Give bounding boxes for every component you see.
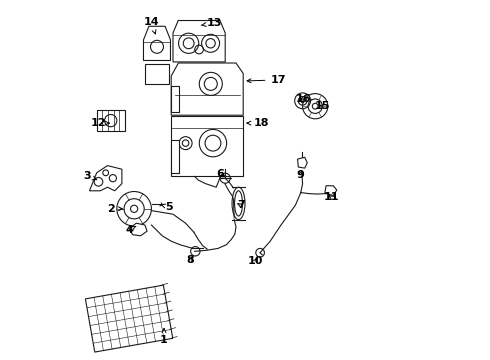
- Text: 17: 17: [247, 75, 286, 85]
- Text: 15: 15: [315, 101, 330, 111]
- Polygon shape: [129, 223, 147, 236]
- Text: 5: 5: [161, 202, 172, 212]
- Bar: [97, 110, 125, 131]
- Polygon shape: [85, 285, 173, 352]
- Text: 7: 7: [237, 200, 245, 210]
- Text: 4: 4: [125, 225, 136, 235]
- Text: 11: 11: [324, 192, 339, 202]
- Text: 13: 13: [201, 18, 222, 28]
- Text: 9: 9: [297, 170, 305, 180]
- Text: 12: 12: [90, 118, 109, 128]
- Bar: [171, 85, 179, 112]
- Text: 1: 1: [160, 329, 168, 345]
- Polygon shape: [90, 166, 122, 191]
- Text: 3: 3: [83, 171, 97, 181]
- Polygon shape: [171, 63, 243, 115]
- Polygon shape: [173, 21, 225, 62]
- Bar: [171, 140, 179, 173]
- Polygon shape: [144, 26, 171, 60]
- Polygon shape: [297, 157, 307, 168]
- Text: 18: 18: [247, 118, 269, 128]
- Polygon shape: [171, 116, 243, 176]
- Polygon shape: [325, 186, 337, 195]
- Text: 8: 8: [186, 255, 194, 265]
- Text: 2: 2: [107, 204, 122, 214]
- Text: 16: 16: [295, 94, 311, 104]
- Polygon shape: [145, 64, 169, 84]
- Text: 6: 6: [217, 168, 224, 179]
- Text: 14: 14: [144, 17, 159, 34]
- Text: 10: 10: [248, 256, 264, 266]
